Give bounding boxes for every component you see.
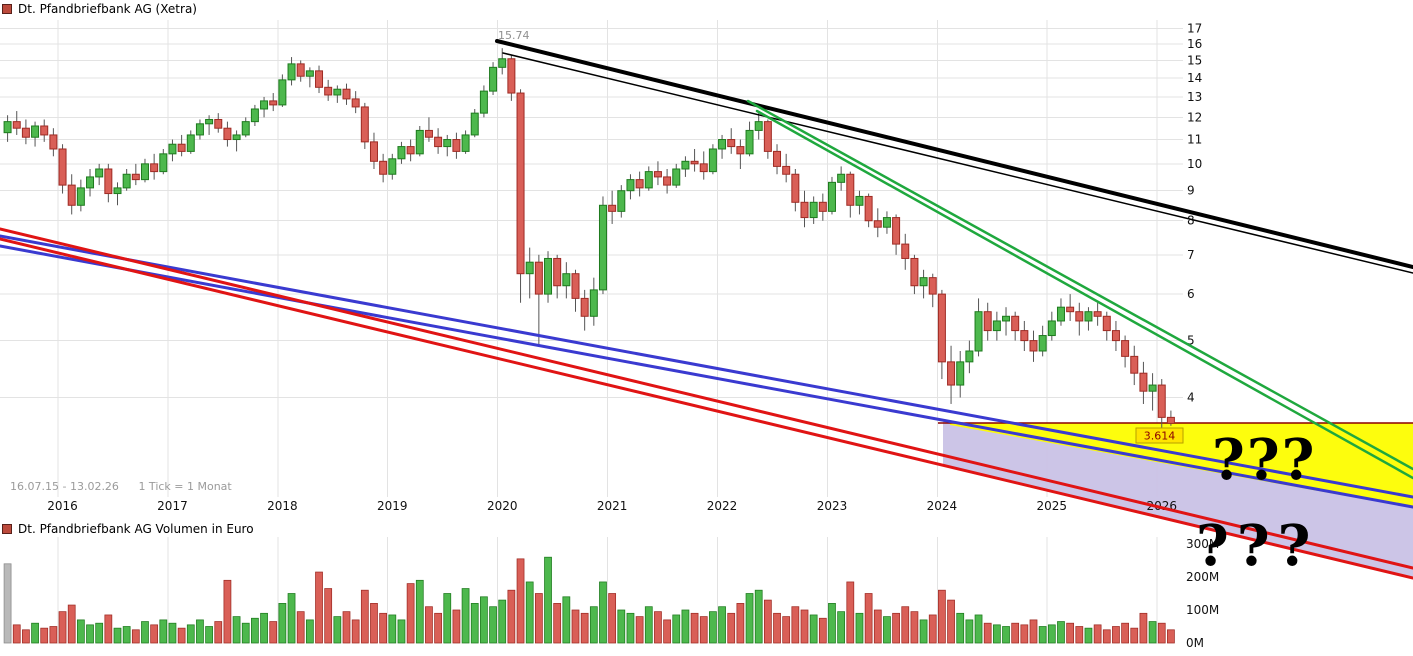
svg-text:2018: 2018: [267, 499, 298, 513]
last-price-tag: [1135, 427, 1184, 444]
svg-text:15: 15: [1187, 53, 1202, 67]
red-channel-upper: [0, 227, 1413, 570]
volume-panel-title: Dt. Pfandbriefbank AG Volumen in Euro: [2, 522, 254, 536]
svg-text:2017: 2017: [157, 499, 188, 513]
last-price-tag-text: 3.614: [1144, 430, 1176, 443]
chart-footer: 16.07.15 - 13.02.26 1 Tick = 1 Monat: [10, 480, 232, 493]
svg-text:6: 6: [1187, 287, 1195, 301]
green-trend-lower: [755, 109, 1413, 480]
tick-interval-label: 1 Tick = 1 Monat: [138, 480, 232, 493]
price-panel-title: Dt. Pfandbriefbank AG (Xetra): [2, 2, 197, 16]
series-legend-icon: [2, 4, 12, 14]
svg-text:14: 14: [1187, 71, 1202, 85]
annotation-question-marks-1: ???: [1212, 427, 1317, 493]
svg-text:2022: 2022: [707, 499, 738, 513]
svg-text:2019: 2019: [377, 499, 408, 513]
svg-text:300M: 300M: [1186, 537, 1219, 551]
svg-text:16: 16: [1187, 37, 1202, 51]
price-panel-title-text: Dt. Pfandbriefbank AG (Xetra): [18, 2, 197, 16]
svg-text:2016: 2016: [47, 499, 78, 513]
red-channel-lower: [0, 237, 1413, 580]
svg-text:8: 8: [1187, 214, 1195, 228]
svg-text:0M: 0M: [1186, 636, 1204, 650]
svg-text:200M: 200M: [1186, 570, 1219, 584]
trend-lines: [0, 39, 1413, 580]
svg-text:2025: 2025: [1037, 499, 1068, 513]
resistance-major: [495, 39, 1413, 269]
svg-text:13: 13: [1187, 90, 1202, 104]
blue-channel-lower: [0, 244, 1413, 509]
svg-text:11: 11: [1187, 133, 1202, 147]
volume-panel-title-text: Dt. Pfandbriefbank AG Volumen in Euro: [18, 522, 254, 536]
candlestick-series: [3, 48, 1175, 428]
resistance-minor: [502, 52, 1413, 274]
svg-text:2020: 2020: [487, 499, 518, 513]
svg-text:7: 7: [1187, 248, 1195, 262]
svg-text:2024: 2024: [927, 499, 958, 513]
svg-text:2021: 2021: [597, 499, 628, 513]
svg-text:2023: 2023: [817, 499, 848, 513]
svg-text:5: 5: [1187, 334, 1195, 348]
svg-text:17: 17: [1187, 22, 1202, 36]
annotation-question-marks-2: ???: [1196, 513, 1319, 579]
svg-text:4: 4: [1187, 390, 1195, 404]
svg-text:12: 12: [1187, 110, 1202, 124]
svg-text:9: 9: [1187, 184, 1195, 198]
svg-text:100M: 100M: [1186, 603, 1219, 617]
blue-channel-upper: [0, 234, 1413, 499]
volume-legend-icon: [2, 524, 12, 534]
shaded-zones: [943, 421, 1413, 578]
green-trend-upper: [746, 99, 1413, 471]
svg-text:10: 10: [1187, 157, 1202, 171]
high-price-label: 15.74: [498, 29, 530, 42]
date-range-label: 16.07.15 - 13.02.26: [10, 480, 119, 493]
volume-series: [3, 556, 1175, 644]
